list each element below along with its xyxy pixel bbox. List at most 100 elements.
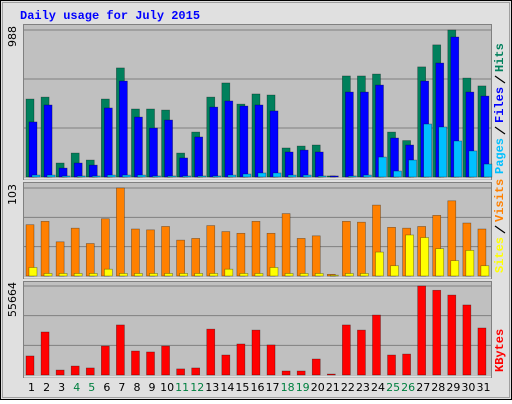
x-tick-label: 25 — [386, 381, 400, 394]
bar — [194, 136, 204, 178]
bar — [372, 314, 381, 376]
bar — [206, 328, 216, 376]
bar — [88, 164, 98, 178]
chart-title: Daily usage for July 2015 — [20, 9, 200, 23]
bar — [85, 367, 95, 376]
x-tick-label: 2 — [43, 381, 50, 394]
bar — [269, 267, 279, 277]
bar — [40, 221, 50, 277]
bar — [104, 107, 113, 178]
x-tick-label: 14 — [220, 381, 234, 394]
legend: Sites Visits — [493, 179, 507, 273]
bar — [224, 100, 234, 178]
x-tick-label: 30 — [461, 381, 475, 394]
bar — [266, 344, 276, 376]
x-tick-label: 22 — [341, 381, 355, 394]
bar — [104, 268, 113, 277]
bar — [317, 175, 327, 178]
bar — [122, 174, 131, 178]
bar — [296, 238, 306, 277]
bar — [197, 175, 207, 178]
bar — [46, 174, 56, 178]
bar — [375, 251, 384, 277]
bar — [420, 237, 429, 277]
bar — [167, 175, 176, 178]
bar — [116, 187, 125, 277]
bar — [254, 104, 264, 178]
bar — [393, 170, 402, 178]
bar — [360, 91, 369, 178]
bar — [311, 358, 321, 376]
bar — [302, 174, 312, 178]
bar — [101, 218, 110, 277]
bar — [357, 221, 366, 277]
bar — [70, 365, 80, 376]
bar — [284, 151, 294, 178]
bar — [269, 110, 279, 178]
bar — [357, 329, 366, 376]
bar — [257, 172, 267, 178]
x-tick-label: 19 — [296, 381, 310, 394]
x-tick-label: 15 — [235, 381, 249, 394]
inner-border — [2, 2, 510, 398]
bar — [447, 294, 457, 376]
bar — [134, 116, 143, 178]
bar — [206, 225, 216, 277]
x-tick-label: 8 — [133, 381, 140, 394]
legend-separator — [494, 75, 506, 84]
bar — [73, 162, 83, 178]
x-tick-label: 20 — [311, 381, 325, 394]
bar — [326, 373, 336, 376]
x-tick-label: 16 — [251, 381, 265, 394]
bar — [131, 350, 140, 376]
bar — [239, 273, 249, 277]
x-tick-label: 10 — [160, 381, 174, 394]
bar — [70, 227, 80, 277]
bar — [182, 175, 191, 178]
bar — [360, 273, 369, 277]
bar — [281, 370, 291, 376]
legend-separator — [494, 225, 506, 234]
legend-entry: Hits — [493, 43, 507, 72]
bar — [345, 91, 354, 178]
x-tick-label: 23 — [356, 381, 370, 394]
bar — [314, 273, 324, 277]
bar — [31, 174, 41, 178]
x-tick-label: 21 — [326, 381, 340, 394]
x-tick-label: 7 — [118, 381, 125, 394]
bar — [40, 331, 50, 376]
bar — [209, 273, 219, 277]
legend-entry: Sites — [493, 237, 507, 273]
bar — [131, 228, 140, 277]
y-tick-label: 103 — [6, 184, 19, 205]
x-tick-label: 18 — [281, 381, 295, 394]
bar — [191, 238, 201, 277]
x-tick-label: 3 — [58, 381, 65, 394]
x-tick-label: 27 — [416, 381, 430, 394]
x-tick-label: 17 — [266, 381, 280, 394]
x-tick-label: 1 — [28, 381, 35, 394]
bar — [378, 156, 387, 178]
bar — [387, 354, 396, 376]
bar — [91, 175, 101, 178]
bar — [146, 351, 155, 376]
bar — [345, 273, 354, 277]
bar — [311, 235, 321, 277]
bar — [417, 285, 426, 376]
bar — [477, 327, 487, 376]
bar — [119, 273, 128, 277]
bar — [161, 226, 170, 277]
bar — [176, 239, 185, 277]
bar — [272, 172, 282, 178]
bar — [28, 267, 38, 277]
x-tick-label: 4 — [73, 381, 80, 394]
bar — [76, 175, 86, 178]
bar — [176, 368, 185, 376]
bar — [236, 343, 246, 376]
bar — [164, 273, 173, 277]
x-tick-label: 6 — [103, 381, 110, 394]
x-tick-label: 31 — [476, 381, 490, 394]
bar — [348, 175, 357, 178]
x-tick-label: 24 — [371, 381, 385, 394]
